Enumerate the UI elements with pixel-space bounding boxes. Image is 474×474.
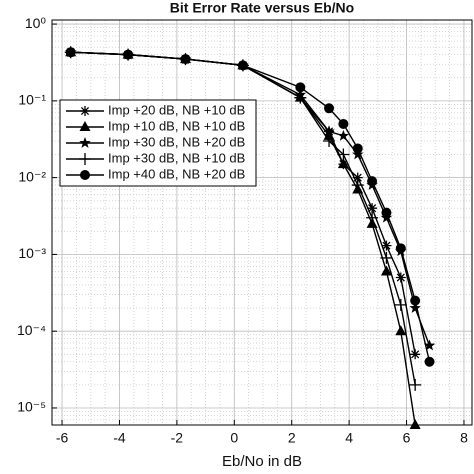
marker bbox=[79, 137, 91, 148]
marker bbox=[352, 148, 364, 160]
marker bbox=[80, 106, 90, 116]
marker bbox=[337, 129, 350, 141]
marker bbox=[79, 153, 91, 165]
x-tick-label: 2 bbox=[288, 430, 296, 446]
marker bbox=[381, 240, 392, 251]
marker bbox=[367, 176, 378, 187]
x-tick-label: -4 bbox=[113, 430, 126, 446]
marker bbox=[294, 91, 307, 104]
marker bbox=[337, 158, 349, 169]
chart-title: Bit Error Rate versus Eb/No bbox=[170, 0, 354, 16]
marker bbox=[409, 378, 422, 391]
plot-frame bbox=[51, 19, 473, 426]
y-tick-label: 10⁻² bbox=[18, 168, 46, 184]
marker bbox=[79, 121, 91, 131]
marker bbox=[352, 143, 363, 154]
y-tick-label: 10⁻⁵ bbox=[17, 399, 46, 415]
legend-label: Imp +20 dB, NB +10 dB bbox=[108, 102, 245, 117]
legend-label: Imp +30 dB, NB +20 dB bbox=[108, 134, 245, 149]
marker bbox=[395, 243, 406, 254]
marker bbox=[395, 325, 407, 336]
x-tick-label: -2 bbox=[171, 430, 184, 446]
x-axis-label: Eb/No in dB bbox=[222, 453, 302, 470]
marker bbox=[351, 179, 364, 192]
y-tick-label: 10⁻⁴ bbox=[17, 322, 46, 338]
x-tick-label: 0 bbox=[230, 430, 238, 446]
marker bbox=[295, 82, 306, 93]
y-tick-label: 10⁰ bbox=[25, 15, 47, 31]
marker bbox=[123, 49, 134, 60]
marker bbox=[324, 103, 335, 114]
marker bbox=[410, 349, 421, 360]
marker bbox=[323, 134, 336, 147]
marker bbox=[410, 295, 421, 306]
y-tick-label: 10⁻¹ bbox=[18, 92, 46, 108]
marker bbox=[409, 302, 421, 313]
marker bbox=[352, 172, 363, 183]
x-tick-label: 6 bbox=[403, 430, 411, 446]
marker bbox=[367, 203, 378, 214]
marker bbox=[366, 211, 379, 224]
x-tick-label: 4 bbox=[345, 430, 353, 446]
marker bbox=[65, 47, 76, 58]
legend-label: Imp +10 dB, NB +10 dB bbox=[108, 118, 245, 133]
marker bbox=[338, 118, 349, 129]
marker bbox=[80, 170, 90, 180]
marker bbox=[380, 251, 393, 264]
marker bbox=[395, 272, 406, 283]
marker bbox=[409, 419, 421, 429]
legend-label: Imp +30 dB, NB +10 dB bbox=[108, 150, 245, 165]
marker bbox=[423, 339, 436, 351]
marker bbox=[323, 125, 335, 137]
marker bbox=[180, 54, 191, 65]
marker bbox=[380, 265, 392, 276]
marker bbox=[337, 148, 350, 161]
legend-label: Imp +40 dB, NB +20 dB bbox=[108, 166, 245, 181]
y-tick-label: 10⁻³ bbox=[18, 245, 46, 261]
marker bbox=[424, 356, 435, 367]
x-tick-label: -6 bbox=[56, 430, 69, 446]
marker bbox=[237, 60, 248, 71]
marker bbox=[381, 207, 392, 218]
marker bbox=[394, 298, 407, 311]
x-tick-label: 8 bbox=[460, 430, 468, 446]
